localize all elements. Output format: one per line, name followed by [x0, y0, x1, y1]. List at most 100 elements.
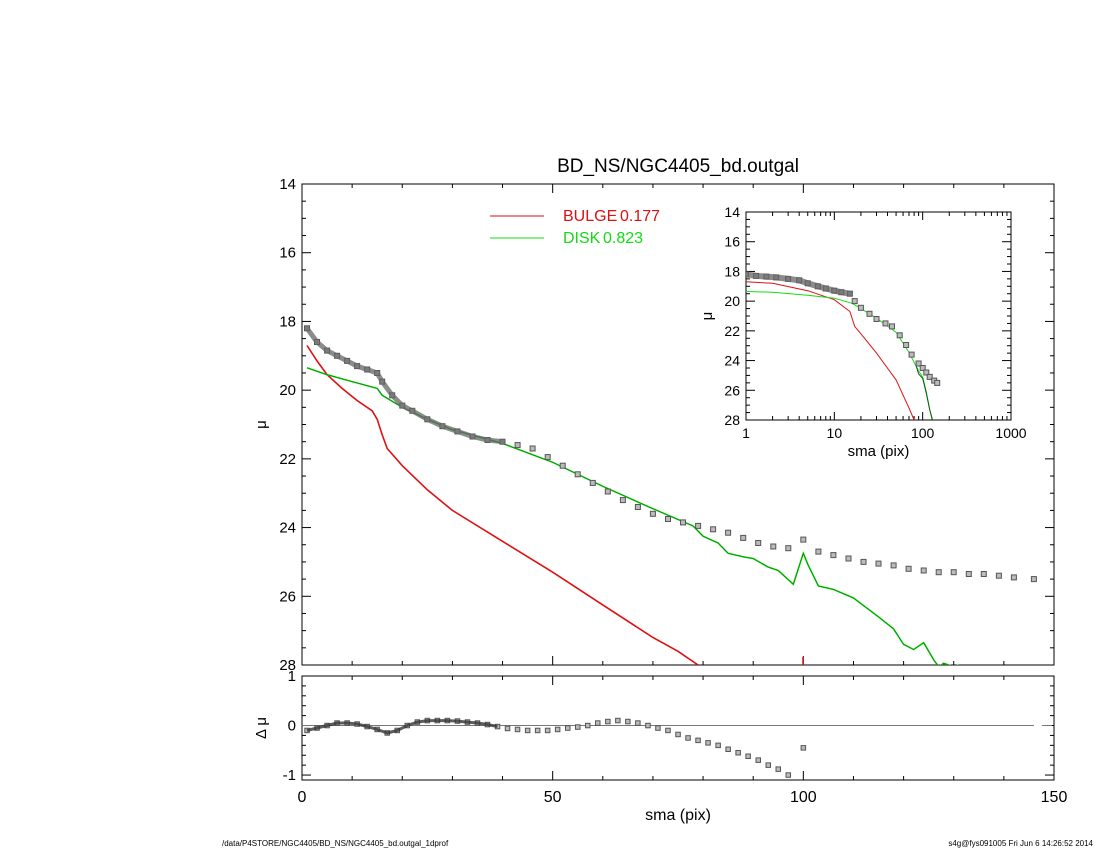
y-tick-label: 18 [279, 313, 296, 330]
plot-frame [301, 675, 1055, 781]
data-point [857, 304, 864, 311]
y-tick-label: 24 [724, 353, 740, 369]
plot-frame [301, 183, 1055, 666]
data-point [908, 351, 915, 358]
data-point [585, 722, 591, 729]
x-tick-label: 1000 [995, 425, 1026, 441]
data-point [935, 569, 942, 576]
data-point [665, 727, 671, 734]
data-point [589, 479, 596, 486]
y-tick-label: 20 [279, 382, 296, 399]
chart-title: BD_NS/NGC4405_bd.outgal [557, 156, 799, 177]
y-tick-label: -1 [283, 767, 296, 784]
x-tick-label: 0 [298, 789, 307, 806]
data-point [544, 727, 551, 734]
data-point [903, 342, 910, 348]
data-point [715, 742, 721, 749]
y-tick-label: 0 [288, 718, 296, 735]
data-point [615, 717, 621, 724]
x-axis-label: sma (pix) [848, 443, 910, 460]
data-point [860, 558, 867, 565]
data-point [635, 720, 641, 726]
legend: BULGE 0.177 DISK 0.823 [490, 208, 660, 247]
data-point [815, 548, 822, 555]
data-point [896, 332, 903, 339]
data-point [875, 560, 882, 567]
data-point [866, 310, 873, 317]
series-disk [306, 367, 959, 665]
data-point [965, 571, 972, 577]
data-point [890, 562, 897, 569]
data-point [604, 488, 611, 495]
chart-inset-log-profile: 14 16 18 20 22 24 26 281 10 100 1000 sma (pix) μ [699, 204, 1027, 460]
data-point [695, 522, 702, 529]
legend-label-disk: DISK [563, 230, 601, 247]
data-point [919, 365, 926, 371]
data-point [619, 497, 626, 504]
data-point [575, 724, 581, 730]
chart-main-profile: 14 16 18 20 22 24 26 28 μ BULGE 0.177 DISK 0.823 [253, 176, 1055, 674]
plot-area [746, 271, 941, 420]
series-line [306, 345, 699, 665]
data-point [995, 572, 1002, 579]
data-point [851, 298, 858, 305]
data-point [565, 725, 571, 731]
data-point [882, 320, 889, 327]
series-bulge [746, 281, 915, 420]
data-point [725, 529, 732, 536]
series-disk-dark [915, 366, 933, 420]
plot-area [304, 717, 807, 778]
data-point [514, 726, 521, 733]
x-tick-label: 100 [790, 789, 817, 806]
series-disk [746, 291, 934, 420]
data-point [534, 727, 541, 734]
data-point [926, 373, 933, 380]
y-tick-label: 16 [724, 234, 740, 250]
x-tick-label: 100 [911, 425, 935, 441]
series-line [306, 367, 959, 665]
x-tick-label: 50 [544, 789, 562, 806]
y-tick-label: 14 [724, 204, 740, 220]
data-point [710, 526, 717, 533]
series-bulge [306, 345, 699, 665]
data-point [785, 772, 791, 778]
data-point [524, 727, 531, 734]
data-point [889, 323, 895, 330]
y-tick-label: 18 [724, 263, 740, 279]
data-point [559, 462, 566, 469]
x-axis-label: sma (pix) [645, 807, 711, 824]
data-point [1010, 574, 1017, 581]
x-tick-label: 10 [827, 425, 843, 441]
series-data [746, 271, 941, 386]
series-residual [304, 717, 807, 778]
series-line [915, 366, 933, 420]
y-tick-label: 22 [279, 451, 296, 468]
data-point [665, 516, 671, 522]
data-point [514, 442, 521, 449]
data-point [755, 540, 762, 546]
data-point [745, 753, 751, 759]
data-point [554, 726, 561, 733]
footer-path: /data/P4STORE/NGC4405/BD_NS/NGC4405_bd.o… [222, 839, 449, 848]
data-point [605, 718, 611, 725]
data-point [685, 735, 691, 741]
data-point [980, 571, 987, 577]
data-point [645, 722, 651, 729]
data-point [504, 725, 511, 732]
data-point [634, 504, 641, 510]
data-point [725, 746, 731, 752]
data-point [705, 740, 711, 746]
data-point [740, 534, 747, 541]
data-point [785, 545, 792, 552]
data-point [574, 471, 581, 478]
data-point [923, 369, 930, 376]
legend-value-bulge: 0.177 [620, 208, 660, 225]
data-point [845, 555, 852, 562]
data-point [770, 543, 777, 550]
data-band [304, 325, 505, 445]
y-tick-label: 26 [279, 588, 296, 605]
data-point [529, 445, 536, 452]
series-line [746, 291, 934, 420]
